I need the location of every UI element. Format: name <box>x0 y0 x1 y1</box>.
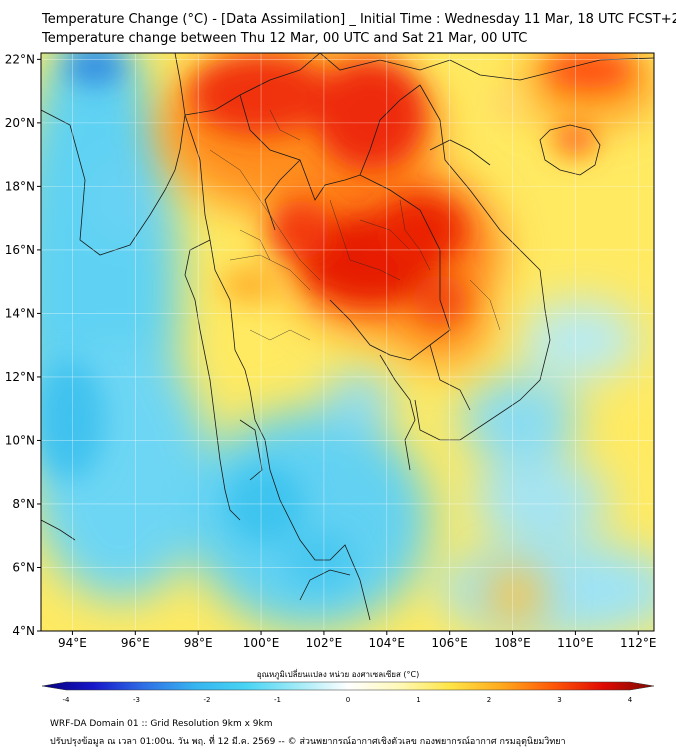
colorbar-tick-label: -2 <box>204 696 211 704</box>
colorbar-ticks: -4 -3 -2 -1 0 1 2 3 4 <box>63 696 633 704</box>
lon-tick-label: 96°E <box>121 636 150 650</box>
lat-tick-label: 22°N <box>5 52 35 66</box>
lon-tick-label: 108°E <box>494 636 531 650</box>
latitude-axis: 4°N 6°N 8°N 10°N 12°N 14°N 16°N 18°N 20°N 22°N <box>5 52 41 638</box>
lat-tick-label: 18°N <box>5 179 35 193</box>
map-subtitle: Temperature change between Thu 12 Mar, 0… <box>42 31 528 46</box>
lat-tick-label: 8°N <box>12 497 35 511</box>
colorbar-tick-label: 1 <box>416 696 420 704</box>
colorbar: -4 -3 -2 -1 0 1 2 3 4 <box>41 681 655 704</box>
lon-tick-label: 102°E <box>306 636 343 650</box>
lon-tick-label: 104°E <box>369 636 406 650</box>
footer-credit: ปรับปรุงข้อมูล ณ เวลา 01:00น. วัน พฤ. ที… <box>50 737 566 747</box>
colorbar-tick-label: -1 <box>274 696 281 704</box>
colorbar-tick-label: 0 <box>346 696 350 704</box>
lon-tick-label: 110°E <box>557 636 594 650</box>
lon-tick-label: 100°E <box>243 636 280 650</box>
map-frame <box>40 52 655 632</box>
map-title: Temperature Change (°C) - [Data Assimila… <box>42 12 676 27</box>
colorbar-title: อุณหภูมิเปลี่ยนแปลง หน่วย องศาเซลเซียส (… <box>256 670 420 679</box>
lat-tick-label: 16°N <box>5 243 35 257</box>
colorbar-tick-label: -4 <box>63 696 71 704</box>
lat-tick-label: 12°N <box>5 370 35 384</box>
lat-tick-label: 20°N <box>5 116 35 130</box>
lon-tick-label: 98°E <box>184 636 213 650</box>
colorbar-tick-label: 3 <box>557 696 561 704</box>
map-gridlines <box>41 53 654 632</box>
longitude-axis: 94°E 96°E 98°E 100°E 102°E 104°E 106°E 108°E 110… <box>58 631 657 650</box>
lat-tick-label: 6°N <box>12 560 35 574</box>
lon-tick-label: 112°E <box>620 636 657 650</box>
lat-tick-label: 14°N <box>5 306 35 320</box>
colorbar-tick-label: 4 <box>628 696 633 704</box>
footer-domain-info: WRF-DA Domain 01 :: Grid Resolution 9km … <box>50 719 273 729</box>
colorbar-bar <box>41 681 655 691</box>
colorbar-tick-label: -3 <box>133 696 140 704</box>
temperature-field <box>41 53 654 631</box>
lon-tick-label: 106°E <box>431 636 468 650</box>
lon-tick-label: 94°E <box>58 636 87 650</box>
lat-tick-label: 4°N <box>12 624 35 638</box>
lat-tick-label: 10°N <box>5 433 35 447</box>
colorbar-tick-label: 2 <box>487 696 491 704</box>
country-borders <box>41 53 654 621</box>
